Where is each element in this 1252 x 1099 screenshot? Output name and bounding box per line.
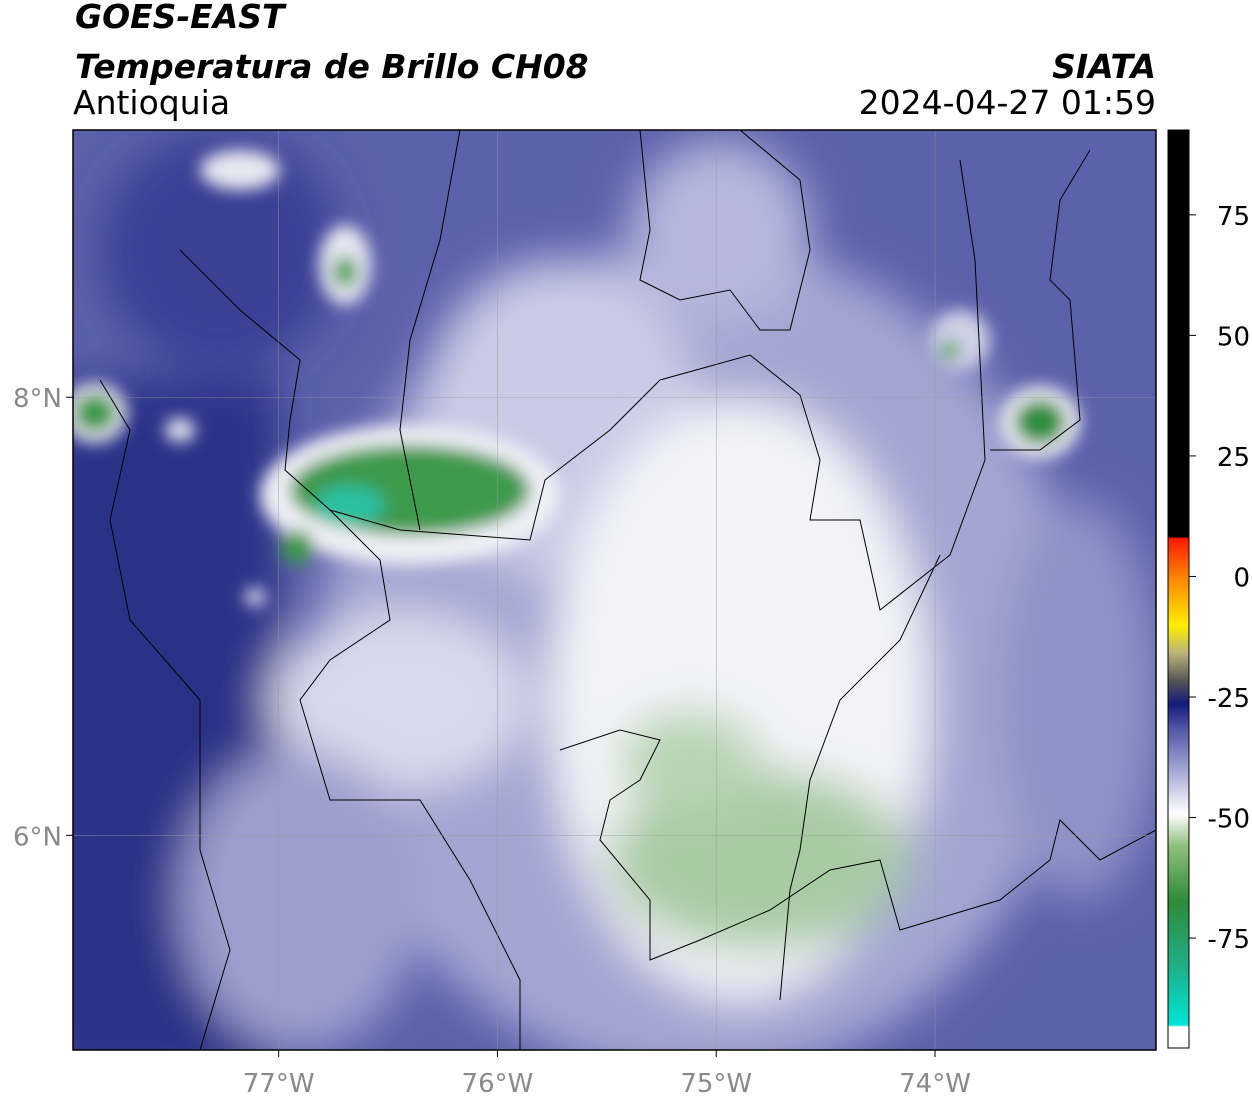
border bbox=[399, 130, 461, 531]
border bbox=[299, 509, 521, 1050]
region: Antioquia bbox=[73, 83, 230, 122]
lon-label: 77°W bbox=[243, 1069, 315, 1099]
lat-label: 8°N bbox=[13, 384, 62, 414]
border bbox=[559, 729, 1156, 961]
map-frame bbox=[72, 129, 1157, 1051]
lon-label: 74°W bbox=[899, 1069, 971, 1099]
border bbox=[99, 379, 231, 1050]
colorbar-label: 25 bbox=[1217, 443, 1250, 473]
subtitle: Temperatura de Brillo CH08 bbox=[75, 47, 589, 86]
graticule bbox=[66, 130, 1156, 1057]
colorbar-label: -50 bbox=[1208, 805, 1250, 835]
colorbar-label: -75 bbox=[1208, 925, 1250, 955]
colorbar-label: 75 bbox=[1217, 202, 1250, 232]
border bbox=[179, 159, 986, 611]
title: GOES-EAST bbox=[75, 0, 287, 36]
source: SIATA bbox=[1052, 47, 1156, 86]
lat-label: 6°N bbox=[13, 822, 62, 852]
border bbox=[639, 130, 811, 331]
colorbar-label: -25 bbox=[1208, 684, 1250, 714]
border bbox=[779, 554, 941, 1001]
satellite-image bbox=[73, 130, 1156, 1050]
timestamp: 2024-04-27 01:59 bbox=[859, 83, 1156, 122]
colorbar-label: 50 bbox=[1217, 322, 1250, 352]
lon-label: 76°W bbox=[462, 1069, 534, 1099]
colorbar-label: 0 bbox=[1233, 563, 1250, 593]
border bbox=[990, 149, 1091, 451]
colorbar bbox=[1167, 129, 1190, 1049]
lon-label: 75°W bbox=[680, 1069, 752, 1099]
